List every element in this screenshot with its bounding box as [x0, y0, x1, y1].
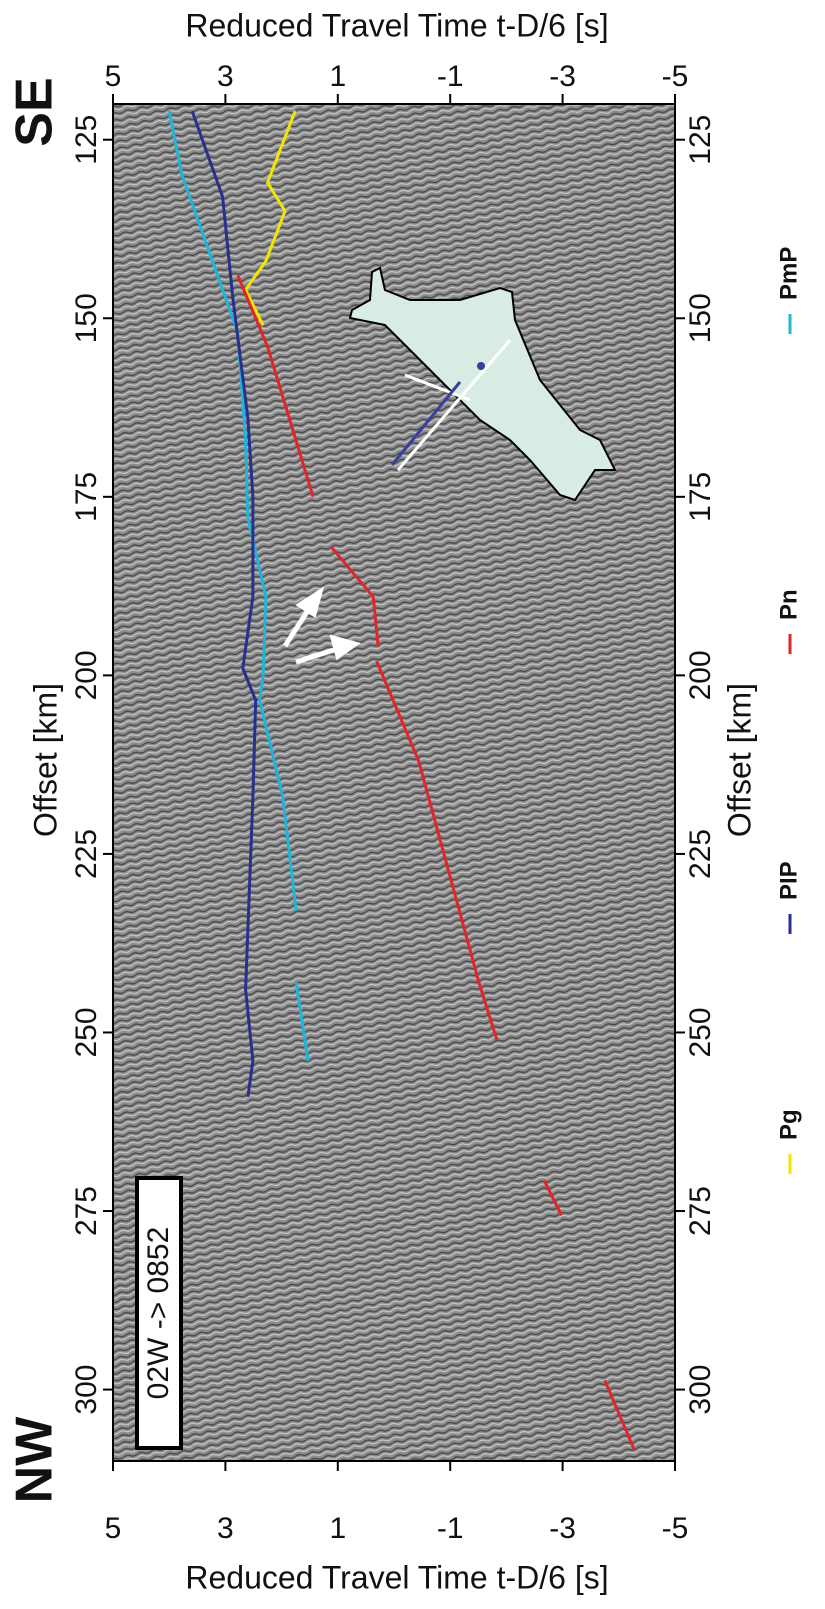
- legend-label: Pn: [775, 589, 802, 620]
- axis-title: Offset [km]: [721, 683, 757, 837]
- offset-tick-label: 225: [684, 829, 717, 879]
- arrows: [282, 586, 361, 665]
- axis-title: Reduced Travel Time t-D/6 [s]: [185, 1559, 608, 1595]
- offset-tick-label: 175: [70, 472, 103, 522]
- offset-tick-label: 125: [684, 115, 717, 165]
- time-tick-label: 5: [105, 1512, 122, 1545]
- axis-title: Offset [km]: [27, 683, 63, 837]
- time-tick-label: -5: [662, 1512, 689, 1545]
- legend-label: Pg: [775, 1109, 802, 1140]
- shot-label: 02W -> 0852: [142, 1227, 175, 1400]
- offset-tick-label: 250: [70, 1007, 103, 1057]
- pick-line: [244, 110, 297, 327]
- pick-line: [236, 274, 636, 1451]
- offset-tick-label: 300: [70, 1365, 103, 1415]
- offset-tick-label: 125: [70, 115, 103, 165]
- time-tick-label: 1: [329, 1512, 346, 1545]
- offset-tick-label: 150: [70, 293, 103, 343]
- time-tick-label: 5: [105, 60, 122, 93]
- pick-line: [190, 110, 258, 1098]
- offset-tick-label: 225: [70, 829, 103, 879]
- offset-tick-label: 200: [70, 650, 103, 700]
- pick-line: [167, 110, 310, 1062]
- direction-label: SE: [6, 77, 64, 146]
- time-tick-label: -1: [437, 1512, 464, 1545]
- offset-tick-label: 250: [684, 1007, 717, 1057]
- offset-tick-label: 275: [70, 1186, 103, 1236]
- time-tick-label: -3: [549, 1512, 576, 1545]
- offset-tick-label: 200: [684, 650, 717, 700]
- shot-box: [135, 1176, 183, 1450]
- offset-tick-label: 275: [684, 1186, 717, 1236]
- legend-label: PIP: [775, 861, 802, 900]
- offset-tick-label: 300: [684, 1365, 717, 1415]
- inset-map: [348, 266, 617, 502]
- time-tick-label: -3: [549, 60, 576, 93]
- axis-title: Reduced Travel Time t-D/6 [s]: [185, 7, 608, 43]
- time-tick-label: 3: [217, 60, 234, 93]
- offset-tick-label: 150: [684, 293, 717, 343]
- legend-label: PmP: [775, 247, 802, 300]
- time-tick-label: -1: [437, 60, 464, 93]
- time-tick-label: 3: [217, 1512, 234, 1545]
- offset-tick-label: 175: [684, 472, 717, 522]
- plot-frame: [112, 103, 676, 1462]
- time-tick-label: -5: [662, 60, 689, 93]
- time-tick-label: 1: [329, 60, 346, 93]
- direction-label: NW: [6, 1416, 64, 1504]
